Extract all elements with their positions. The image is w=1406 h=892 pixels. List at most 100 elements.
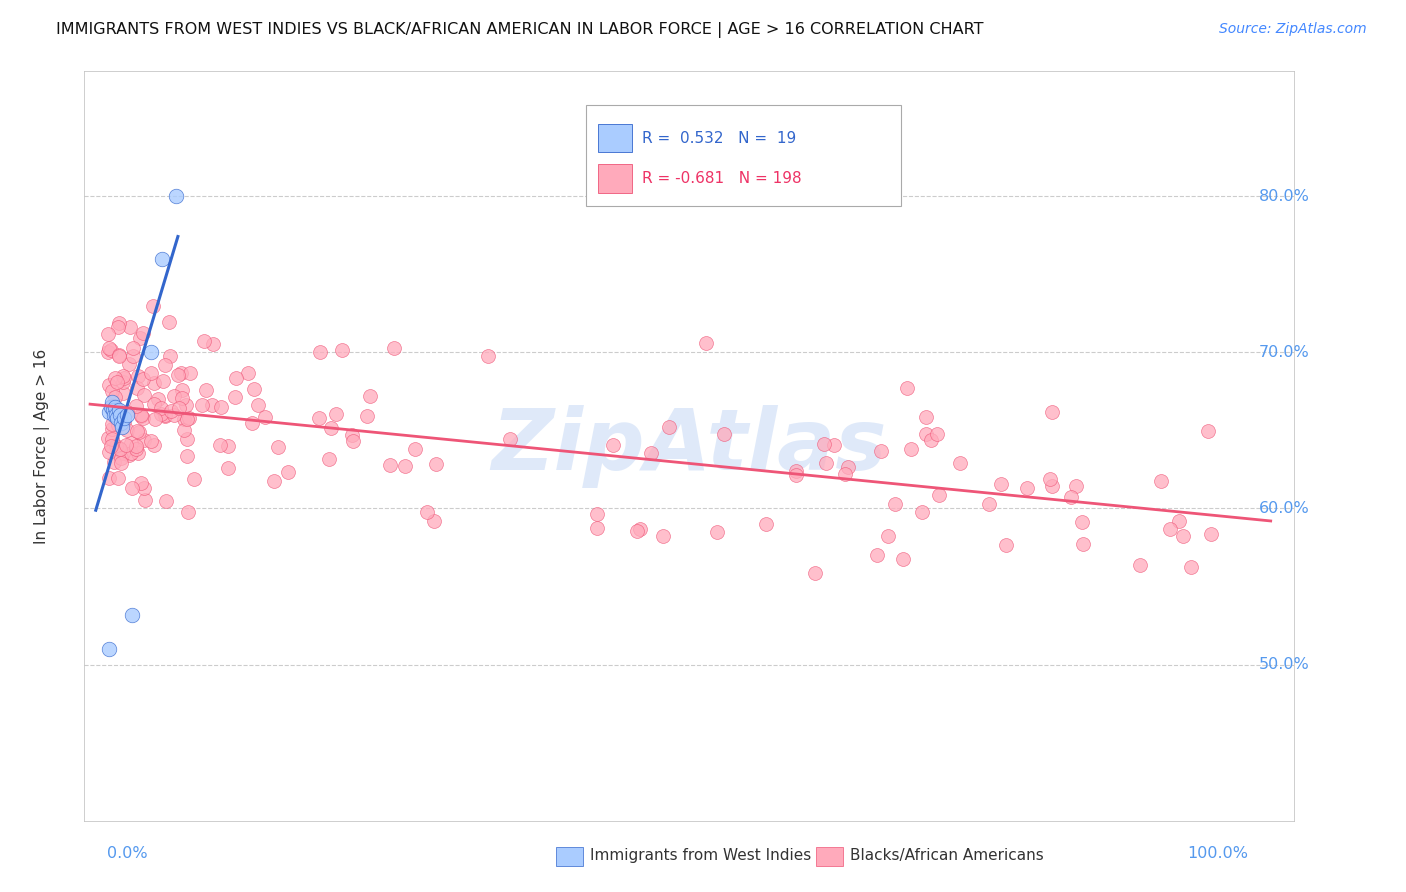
Point bbox=[1197, 424, 1219, 438]
Point bbox=[129, 331, 152, 345]
Point bbox=[382, 341, 405, 355]
Point bbox=[110, 405, 132, 419]
Point bbox=[143, 438, 166, 452]
Point bbox=[785, 468, 807, 483]
Point bbox=[107, 403, 129, 417]
Point bbox=[173, 423, 195, 437]
Point bbox=[115, 423, 138, 437]
Point bbox=[332, 343, 354, 358]
Point bbox=[101, 417, 124, 431]
Point bbox=[104, 439, 127, 453]
Point bbox=[325, 407, 347, 421]
Point bbox=[179, 411, 201, 425]
Point bbox=[111, 420, 134, 434]
Text: 70.0%: 70.0% bbox=[1258, 345, 1310, 359]
Point bbox=[159, 404, 181, 418]
Point bbox=[176, 505, 198, 519]
Point bbox=[143, 412, 166, 426]
Point bbox=[834, 467, 856, 482]
Point bbox=[122, 349, 145, 363]
Text: Immigrants from West Indies: Immigrants from West Indies bbox=[589, 848, 811, 863]
Point bbox=[101, 432, 124, 446]
Point bbox=[125, 439, 148, 453]
Point bbox=[132, 410, 155, 425]
Point bbox=[139, 434, 162, 448]
Point bbox=[107, 410, 129, 425]
Point bbox=[225, 371, 247, 385]
Text: Source: ZipAtlas.com: Source: ZipAtlas.com bbox=[1219, 22, 1367, 37]
Point bbox=[416, 505, 439, 519]
Point bbox=[1059, 491, 1081, 505]
Text: 60.0%: 60.0% bbox=[1258, 501, 1310, 516]
Point bbox=[1039, 472, 1062, 486]
Point bbox=[172, 391, 194, 405]
Point bbox=[900, 442, 922, 456]
Point bbox=[125, 399, 148, 413]
Point bbox=[129, 409, 152, 424]
Point bbox=[1040, 479, 1063, 493]
Point bbox=[97, 431, 120, 445]
Point bbox=[132, 482, 155, 496]
Point bbox=[896, 381, 918, 395]
Point bbox=[159, 349, 181, 363]
Point bbox=[640, 446, 662, 460]
Point bbox=[167, 368, 190, 382]
Point bbox=[143, 397, 166, 411]
Point bbox=[125, 381, 148, 395]
Point bbox=[104, 408, 127, 422]
Point bbox=[785, 464, 807, 478]
Point bbox=[103, 455, 125, 469]
Point bbox=[153, 409, 176, 424]
Point bbox=[994, 538, 1017, 552]
Point bbox=[172, 383, 194, 397]
Point bbox=[308, 411, 330, 425]
Point bbox=[990, 477, 1012, 491]
Point bbox=[115, 405, 138, 419]
Point bbox=[108, 441, 131, 455]
Point bbox=[100, 395, 122, 409]
Point bbox=[105, 375, 128, 389]
Point bbox=[1073, 537, 1095, 551]
Point bbox=[139, 366, 162, 380]
Point bbox=[110, 416, 132, 430]
Point bbox=[815, 456, 838, 470]
FancyBboxPatch shape bbox=[599, 164, 633, 193]
Point bbox=[928, 488, 950, 502]
Point bbox=[101, 403, 124, 417]
Point bbox=[122, 341, 145, 355]
Point bbox=[193, 334, 215, 348]
Point bbox=[191, 398, 214, 412]
Point bbox=[112, 410, 135, 425]
Point bbox=[155, 358, 177, 372]
Point bbox=[150, 407, 173, 421]
Point bbox=[127, 446, 149, 460]
Point bbox=[107, 418, 129, 433]
Point bbox=[165, 189, 187, 203]
Point bbox=[118, 448, 141, 462]
Point bbox=[142, 299, 165, 313]
Point bbox=[1180, 560, 1202, 574]
Point bbox=[319, 421, 342, 435]
Point bbox=[110, 456, 132, 470]
Point bbox=[754, 517, 776, 532]
Point bbox=[100, 439, 122, 453]
Point bbox=[100, 343, 122, 357]
Point bbox=[97, 378, 120, 392]
Point bbox=[277, 465, 299, 479]
Point bbox=[1149, 474, 1171, 488]
Point bbox=[423, 514, 446, 528]
Point bbox=[129, 408, 152, 422]
Point bbox=[108, 442, 131, 456]
Point bbox=[101, 401, 124, 416]
Point bbox=[120, 319, 142, 334]
Point bbox=[224, 390, 246, 404]
Point bbox=[804, 566, 827, 580]
Point bbox=[108, 349, 131, 363]
Point bbox=[1040, 405, 1063, 419]
Point bbox=[1129, 558, 1152, 572]
Point bbox=[114, 437, 136, 451]
Bar bbox=[815, 847, 842, 865]
Text: 50.0%: 50.0% bbox=[1258, 657, 1310, 672]
Point bbox=[142, 376, 165, 390]
Point bbox=[586, 521, 609, 535]
